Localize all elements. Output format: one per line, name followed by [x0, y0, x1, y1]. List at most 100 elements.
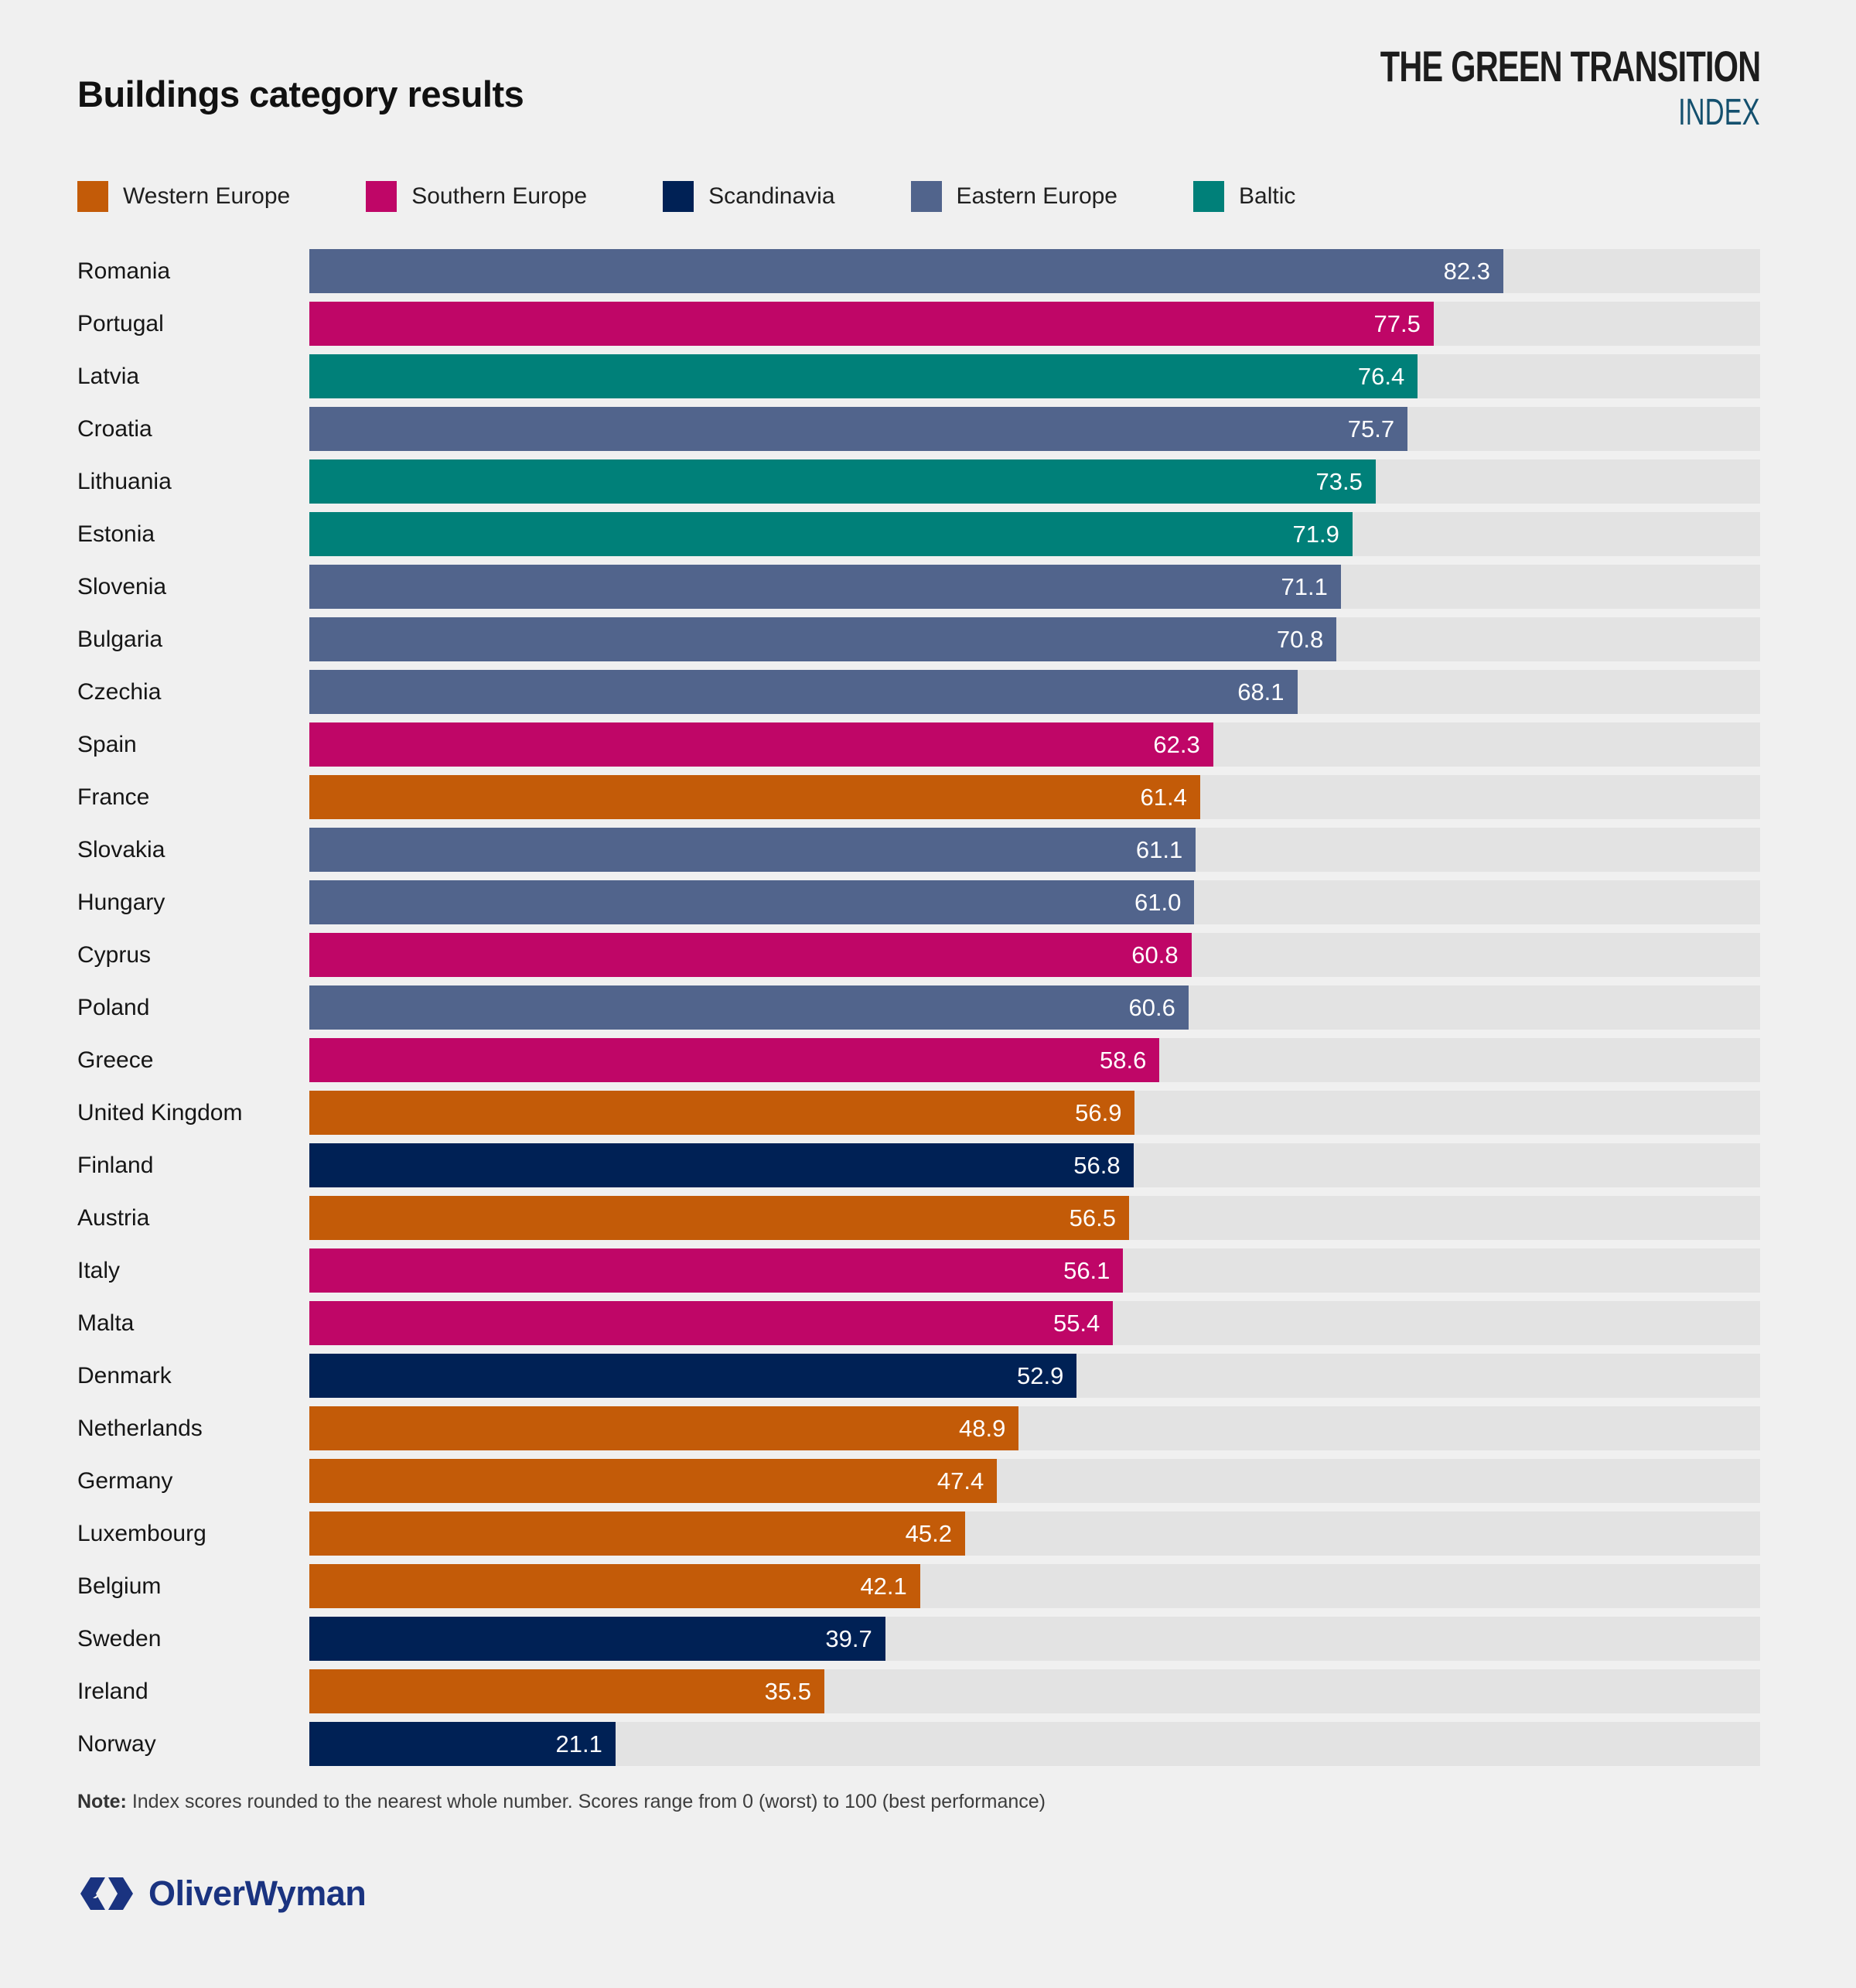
- bar: 35.5: [309, 1669, 824, 1713]
- value-label: 82.3: [1443, 257, 1490, 285]
- country-label: Hungary: [77, 889, 165, 915]
- bar-row: Romania 82.3: [77, 249, 1760, 293]
- value-label: 61.4: [1140, 783, 1187, 811]
- value-label: 58.6: [1099, 1046, 1147, 1074]
- bar-track: 56.9: [309, 1091, 1760, 1135]
- footnote-text: Index scores rounded to the nearest whol…: [126, 1791, 1046, 1812]
- value-label: 56.9: [1075, 1098, 1122, 1126]
- country-label: France: [77, 784, 150, 810]
- bar: 61.0: [309, 880, 1195, 924]
- bar-row: Lithuania 73.5: [77, 459, 1760, 504]
- bar: 56.9: [309, 1091, 1135, 1135]
- oliver-wyman-logo-mark: [80, 1877, 133, 1910]
- value-label: 71.1: [1281, 572, 1328, 600]
- bar: 68.1: [309, 670, 1298, 714]
- bar-row: Finland 56.8: [77, 1143, 1760, 1187]
- bar-track: 70.8: [309, 617, 1760, 661]
- value-label: 39.7: [825, 1624, 872, 1652]
- legend-item: Baltic: [1193, 181, 1295, 212]
- bar: 70.8: [309, 617, 1337, 661]
- bar-track: 68.1: [309, 670, 1760, 714]
- country-label: Czechia: [77, 678, 162, 705]
- country-label: Ireland: [77, 1678, 148, 1704]
- bar-track: 21.1: [309, 1722, 1760, 1766]
- legend-label: Baltic: [1239, 183, 1296, 209]
- bar-row: Spain 62.3: [77, 722, 1760, 767]
- value-label: 68.1: [1237, 678, 1285, 705]
- bar-row: Portugal 77.5: [77, 302, 1760, 346]
- footer: OliverWyman: [77, 1874, 1760, 1914]
- bar-track: 56.5: [309, 1196, 1760, 1240]
- bar-row: Belgium 42.1: [77, 1564, 1760, 1608]
- bar: 21.1: [309, 1722, 616, 1766]
- bar-row: Latvia 76.4: [77, 354, 1760, 398]
- country-label: Netherlands: [77, 1415, 203, 1441]
- bar-track: 62.3: [309, 722, 1760, 767]
- country-label: Germany: [77, 1467, 173, 1494]
- bar-row: Netherlands 48.9: [77, 1406, 1760, 1450]
- country-label: Latvia: [77, 363, 140, 389]
- bar-row: United Kingdom 56.9: [77, 1091, 1760, 1135]
- country-label: Lithuania: [77, 468, 172, 494]
- bar-track: 60.6: [309, 985, 1760, 1030]
- value-label: 75.7: [1347, 415, 1395, 442]
- bar-row: Austria 56.5: [77, 1196, 1760, 1240]
- bar-row: Bulgaria 70.8: [77, 617, 1760, 661]
- country-label: Portugal: [77, 310, 164, 336]
- bar-track: 58.6: [309, 1038, 1760, 1082]
- infographic: Buildings category results THE GREEN TRA…: [77, 45, 1761, 1914]
- country-label: Norway: [77, 1730, 156, 1757]
- bar-row: Luxembourg 45.2: [77, 1511, 1760, 1556]
- legend-swatch: [910, 181, 942, 212]
- legend-swatch: [1193, 181, 1224, 212]
- value-label: 56.8: [1073, 1151, 1121, 1179]
- country-label: Austria: [77, 1204, 150, 1231]
- value-label: 70.8: [1276, 625, 1324, 653]
- bar-row: Norway 21.1: [77, 1722, 1760, 1766]
- legend-item: Southern Europe: [366, 181, 587, 212]
- country-label: Malta: [77, 1310, 135, 1336]
- bar: 45.2: [309, 1511, 965, 1556]
- bar-row: France 61.4: [77, 775, 1760, 819]
- bar: 47.4: [309, 1459, 998, 1503]
- value-label: 35.5: [764, 1677, 811, 1705]
- bar: 48.9: [309, 1406, 1019, 1450]
- bar-row: Czechia 68.1: [77, 670, 1760, 714]
- legend-item: Scandinavia: [663, 181, 835, 212]
- bar-track: 56.1: [309, 1248, 1760, 1293]
- bar: 60.8: [309, 933, 1192, 977]
- bar: 58.6: [309, 1038, 1160, 1082]
- bar-row: Croatia 75.7: [77, 407, 1760, 451]
- value-label: 56.5: [1069, 1204, 1116, 1231]
- bar: 82.3: [309, 249, 1503, 293]
- country-label: Sweden: [77, 1625, 162, 1652]
- bar-track: 56.8: [309, 1143, 1760, 1187]
- bar: 73.5: [309, 459, 1376, 504]
- bar-row: Ireland 35.5: [77, 1669, 1760, 1713]
- bar-track: 35.5: [309, 1669, 1760, 1713]
- value-label: 60.8: [1131, 941, 1179, 968]
- value-label: 62.3: [1153, 730, 1200, 758]
- value-label: 21.1: [555, 1730, 602, 1757]
- bar-chart: Romania 82.3 Portugal 77.5 Latvia 76.4 C…: [77, 249, 1760, 1766]
- bar: 71.1: [309, 565, 1341, 609]
- country-label: Croatia: [77, 415, 152, 442]
- bar-track: 48.9: [309, 1406, 1760, 1450]
- value-label: 56.1: [1063, 1256, 1111, 1284]
- legend-label: Southern Europe: [411, 183, 588, 209]
- bar-row: Greece 58.6: [77, 1038, 1760, 1082]
- bar-track: 55.4: [309, 1301, 1760, 1345]
- oliver-wyman-logo-text: OliverWyman: [148, 1874, 367, 1913]
- country-label: Bulgaria: [77, 626, 163, 652]
- bar: 52.9: [309, 1354, 1077, 1398]
- country-label: Slovenia: [77, 573, 167, 599]
- country-label: Belgium: [77, 1573, 162, 1599]
- header: Buildings category results THE GREEN TRA…: [77, 45, 1761, 132]
- country-label: Luxembourg: [77, 1520, 206, 1546]
- bar-track: 47.4: [309, 1459, 1760, 1503]
- value-label: 61.1: [1135, 835, 1183, 863]
- legend-label: Western Europe: [123, 183, 291, 209]
- bar: 62.3: [309, 722, 1213, 767]
- page-title: Buildings category results: [77, 73, 524, 114]
- country-label: Cyprus: [77, 941, 152, 968]
